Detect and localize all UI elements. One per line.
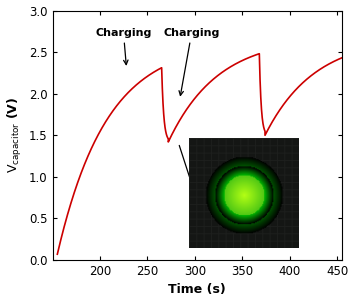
X-axis label: Time (s): Time (s) (169, 284, 226, 297)
Y-axis label: $\mathrm{V_{capacitor}}$ (V): $\mathrm{V_{capacitor}}$ (V) (6, 97, 24, 173)
Text: Charging: Charging (95, 27, 152, 65)
Text: Charging: Charging (164, 27, 220, 95)
